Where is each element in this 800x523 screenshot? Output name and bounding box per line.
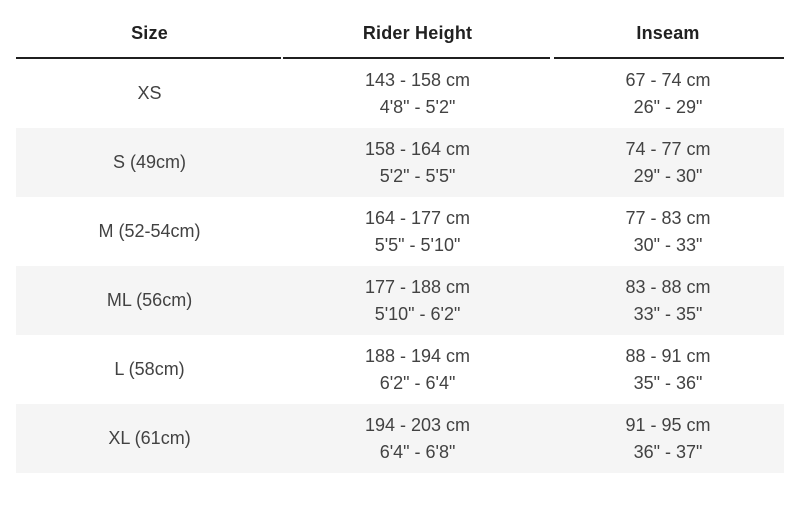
bike-size-chart: Size Rider Height Inseam XS 143 - 158 cm… bbox=[16, 0, 784, 473]
inseam-cm: 67 - 74 cm bbox=[625, 69, 711, 90]
height-ft: 6'2" - 6'4" bbox=[379, 372, 456, 393]
height-ft: 5'5" - 5'10" bbox=[374, 234, 461, 255]
size-cell: M (52-54cm) bbox=[98, 221, 201, 241]
inseam-cm: 88 - 91 cm bbox=[625, 345, 711, 366]
rider-height-cell: 158 - 164 cm 5'2" - 5'5" bbox=[283, 128, 552, 197]
inseam-in: 33" - 35" bbox=[633, 303, 703, 324]
inseam-cell: 88 - 91 cm 35" - 36" bbox=[552, 335, 784, 404]
table-header-row: Size Rider Height Inseam bbox=[16, 0, 784, 59]
table-row-xl: XL (61cm) 194 - 203 cm 6'4" - 6'8" 91 - … bbox=[16, 404, 784, 473]
height-ft: 4'8" - 5'2" bbox=[379, 96, 456, 117]
inseam-cm: 83 - 88 cm bbox=[625, 276, 711, 297]
inseam-in: 35" - 36" bbox=[633, 372, 703, 393]
rider-height-cell: 143 - 158 cm 4'8" - 5'2" bbox=[283, 59, 552, 128]
inseam-cell: 74 - 77 cm 29" - 30" bbox=[552, 128, 784, 197]
table-row-l: L (58cm) 188 - 194 cm 6'2" - 6'4" 88 - 9… bbox=[16, 335, 784, 404]
inseam-in: 36" - 37" bbox=[633, 441, 703, 462]
rider-height-cell: 164 - 177 cm 5'5" - 5'10" bbox=[283, 197, 552, 266]
height-cm: 188 - 194 cm bbox=[365, 345, 471, 366]
table-row-ml: ML (56cm) 177 - 188 cm 5'10" - 6'2" 83 -… bbox=[16, 266, 784, 335]
table-row-xs: XS 143 - 158 cm 4'8" - 5'2" 67 - 74 cm 2… bbox=[16, 59, 784, 128]
height-cm: 158 - 164 cm bbox=[365, 138, 471, 159]
column-header-rider-height: Rider Height bbox=[283, 0, 552, 59]
height-cm: 177 - 188 cm bbox=[365, 276, 471, 297]
size-cell: XS bbox=[137, 83, 162, 103]
inseam-in: 30" - 33" bbox=[633, 234, 703, 255]
size-cell: XL (61cm) bbox=[108, 428, 191, 448]
rider-height-cell: 188 - 194 cm 6'2" - 6'4" bbox=[283, 335, 552, 404]
inseam-cm: 91 - 95 cm bbox=[625, 414, 711, 435]
inseam-in: 26" - 29" bbox=[633, 96, 703, 117]
inseam-cell: 83 - 88 cm 33" - 35" bbox=[552, 266, 784, 335]
inseam-cell: 91 - 95 cm 36" - 37" bbox=[552, 404, 784, 473]
height-ft: 5'2" - 5'5" bbox=[379, 165, 456, 186]
rider-height-cell: 177 - 188 cm 5'10" - 6'2" bbox=[283, 266, 552, 335]
rider-height-cell: 194 - 203 cm 6'4" - 6'8" bbox=[283, 404, 552, 473]
size-cell: S (49cm) bbox=[113, 152, 187, 172]
size-cell: ML (56cm) bbox=[106, 290, 193, 310]
table-row-s: S (49cm) 158 - 164 cm 5'2" - 5'5" 74 - 7… bbox=[16, 128, 784, 197]
height-ft: 5'10" - 6'2" bbox=[374, 303, 461, 324]
inseam-cm: 74 - 77 cm bbox=[625, 138, 711, 159]
column-header-inseam: Inseam bbox=[552, 0, 784, 59]
column-header-size: Size bbox=[16, 0, 283, 59]
inseam-cell: 67 - 74 cm 26" - 29" bbox=[552, 59, 784, 128]
inseam-cm: 77 - 83 cm bbox=[625, 207, 711, 228]
height-cm: 143 - 158 cm bbox=[365, 69, 471, 90]
size-cell: L (58cm) bbox=[114, 359, 185, 379]
inseam-in: 29" - 30" bbox=[633, 165, 703, 186]
inseam-cell: 77 - 83 cm 30" - 33" bbox=[552, 197, 784, 266]
table-row-m: M (52-54cm) 164 - 177 cm 5'5" - 5'10" 77… bbox=[16, 197, 784, 266]
height-cm: 164 - 177 cm bbox=[365, 207, 471, 228]
height-cm: 194 - 203 cm bbox=[365, 414, 471, 435]
height-ft: 6'4" - 6'8" bbox=[379, 441, 456, 462]
